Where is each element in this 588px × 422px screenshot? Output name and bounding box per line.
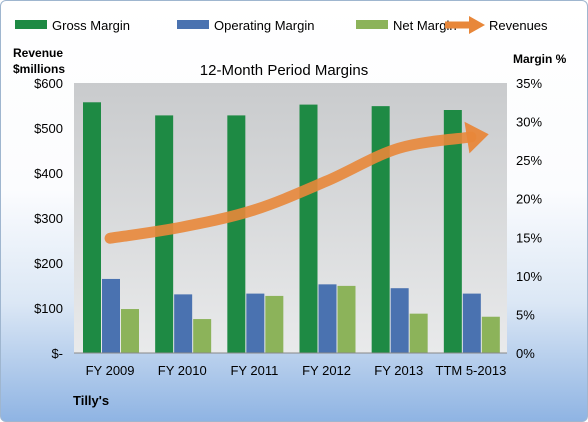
y-right-tick-label: 10%: [516, 269, 542, 284]
bar-net-margin-0: [121, 309, 139, 353]
x-tick-label: FY 2011: [230, 363, 278, 378]
legend-label-operating-margin: Operating Margin: [214, 18, 314, 33]
y-right-tick-label: 30%: [516, 115, 542, 130]
y-left-tick-label: $500: [34, 121, 63, 136]
bar-operating-margin-4: [390, 288, 409, 353]
legend: Gross Margin Operating Margin Net Margin Re…: [15, 16, 548, 34]
y-right-tick-label: 25%: [516, 153, 542, 168]
y-right-tick-label: 20%: [516, 192, 542, 207]
bar-operating-margin-0: [102, 278, 120, 353]
axes: $- $100 $200 $300 $400 $500 $600 0% 5% 10% 15% 20% 2…: [34, 76, 542, 378]
y-right-tick-label: 5%: [516, 307, 535, 322]
x-tick-label: FY 2010: [158, 363, 207, 378]
revenue-arrowhead: [464, 121, 489, 154]
revenue-line: [104, 131, 477, 244]
x-tick-label: FY 2012: [302, 363, 351, 378]
y-left-tick-label: $400: [34, 166, 63, 181]
bar-gross-margin-5: [443, 110, 462, 353]
y-right-tick-label: 15%: [516, 230, 542, 245]
y-left-tick-label: $200: [34, 256, 63, 271]
x-tick-label: TTM 5-2013: [436, 363, 507, 378]
bar-gross-margin-3: [299, 104, 318, 353]
bar-gross-margin-0: [83, 102, 101, 354]
chart-title: 12-Month Period Margins: [200, 62, 368, 79]
bar-net-margin-5: [481, 316, 500, 353]
bars-layer: [83, 102, 500, 354]
bar-operating-margin-2: [246, 293, 265, 353]
y-right-tick-label: 0%: [516, 346, 535, 361]
bar-gross-margin-2: [227, 115, 246, 354]
y-left-tick-label: $300: [34, 211, 63, 226]
y-left-label-line1: Revenue: [13, 46, 63, 60]
legend-arrow-revenues: [469, 16, 485, 34]
legend-label-revenues: Revenues: [489, 18, 548, 33]
y-left-tick-label: $-: [51, 346, 63, 361]
bar-net-margin-2: [265, 295, 284, 353]
legend-swatch-operating-margin: [177, 20, 209, 29]
legend-swatch-gross-margin: [15, 20, 47, 29]
bar-operating-margin-3: [318, 284, 337, 353]
y-left-tick-label: $600: [34, 76, 63, 91]
bar-operating-margin-1: [174, 294, 193, 353]
company-label: Tilly's: [73, 393, 109, 408]
bar-net-margin-3: [337, 285, 356, 353]
revenue-line-layer: [104, 121, 489, 244]
legend-label-gross-margin: Gross Margin: [52, 18, 130, 33]
bar-gross-margin-4: [371, 106, 390, 354]
x-tick-label: FY 2013: [374, 363, 423, 378]
y-right-label: Margin %: [513, 52, 567, 66]
legend-swatch-net-margin: [356, 20, 388, 29]
bar-net-margin-4: [409, 313, 428, 353]
y-left-label-line2: $millions: [13, 62, 65, 76]
bar-operating-margin-5: [462, 293, 481, 353]
bar-net-margin-1: [193, 319, 212, 353]
y-left-tick-label: $100: [34, 301, 63, 316]
x-tick-label: FY 2009: [86, 363, 135, 378]
plot-area: [74, 83, 507, 353]
legend-label-net-margin: Net Margin: [393, 18, 457, 33]
y-right-tick-label: 35%: [516, 76, 542, 91]
